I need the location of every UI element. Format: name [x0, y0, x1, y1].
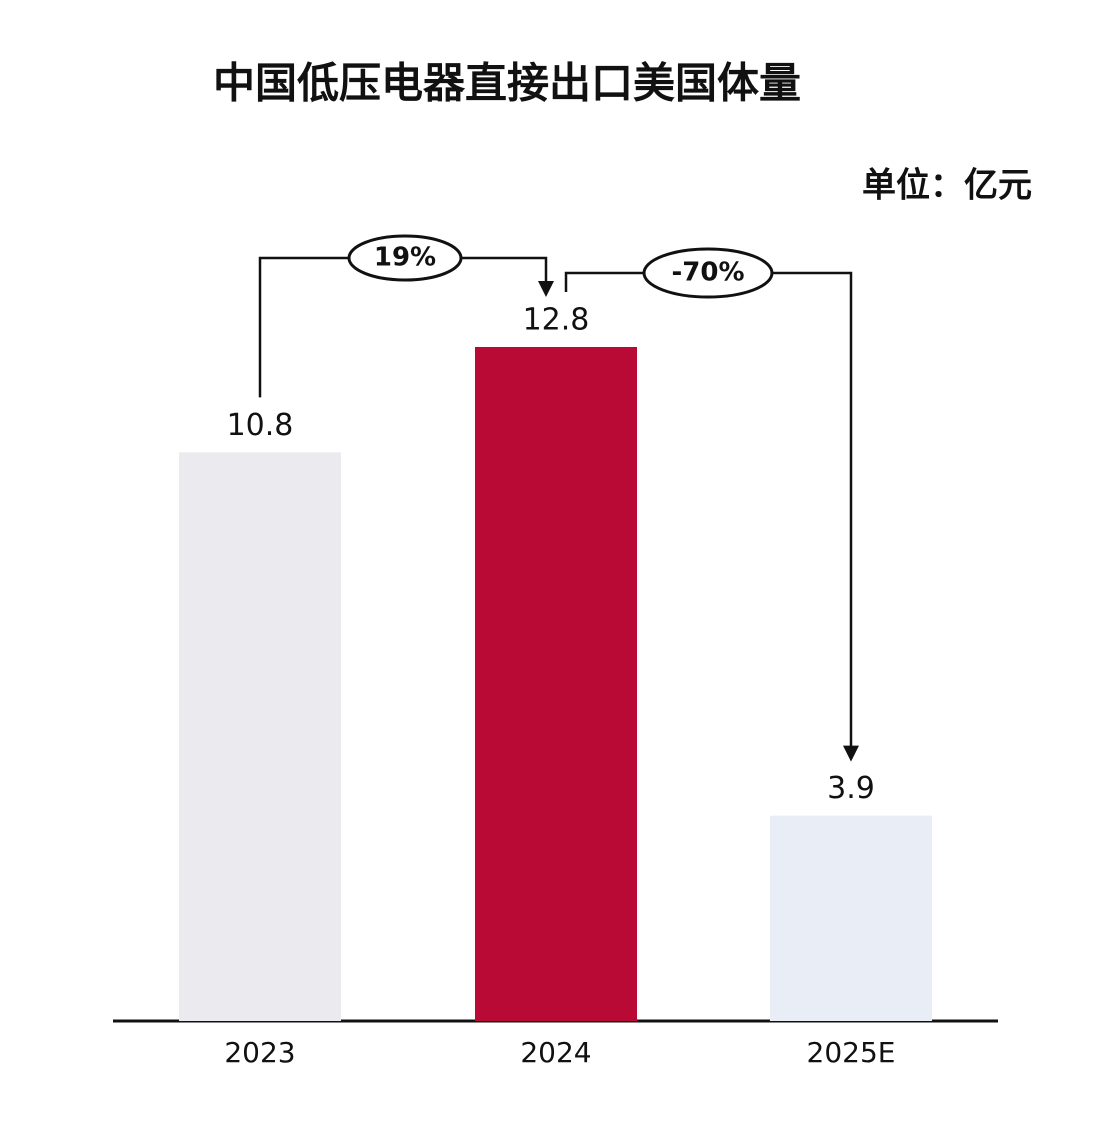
x-tick-label: 2023	[224, 1036, 295, 1069]
chart-title: 中国低压电器直接出口美国体量	[213, 59, 801, 108]
annotation: -70%	[671, 258, 744, 288]
bar	[179, 452, 341, 1021]
arrow-head	[843, 745, 859, 762]
annotation-bubble	[347, 234, 463, 282]
x-tick-label: 2024	[520, 1036, 591, 1069]
value-label: 3.9	[827, 771, 875, 806]
unit-label: 单位：亿元	[862, 166, 1032, 206]
arrow-head	[538, 281, 554, 297]
bar	[770, 815, 932, 1021]
x-tick-label: 2025E	[807, 1036, 896, 1069]
annotation-bubble	[642, 247, 774, 299]
value-label: 12.8	[523, 303, 590, 338]
value-label: 10.8	[227, 408, 294, 443]
annotation: 19%	[374, 243, 436, 273]
bar	[475, 347, 637, 1021]
